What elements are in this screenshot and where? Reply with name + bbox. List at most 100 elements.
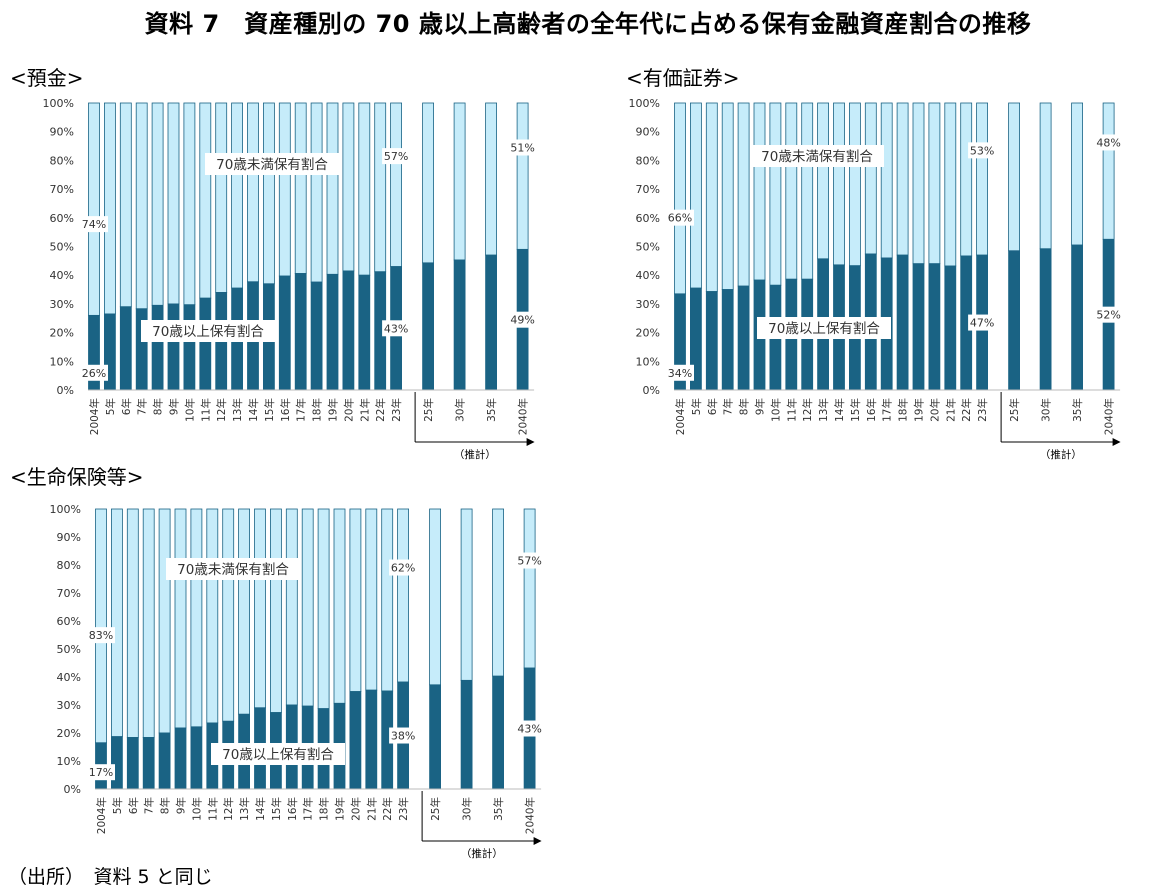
x-tick-label: 13年 [238,797,251,821]
series-label-under70-box [750,145,884,167]
data-label-box [80,216,108,233]
x-tick-label: 6年 [120,398,133,415]
data-label-box [508,311,537,328]
chart-title-life-insurance: <生命保険等> [10,465,144,489]
x-tick-label: 25年 [429,797,442,821]
data-label: 66% [668,212,692,225]
bar-under70 [254,508,266,709]
y-tick-label: 60% [57,615,81,628]
data-label-box [968,142,997,159]
data-label: 53% [970,144,994,157]
bar-under70 [111,508,123,738]
y-tick-label: 20% [57,727,81,740]
y-tick-label: 70% [636,183,660,196]
x-tick-label: 5年 [111,797,124,814]
x-tick-label: 9年 [754,398,767,415]
x-tick-label: 20年 [349,797,362,821]
series-label-under70-box [166,558,300,580]
x-tick-label: 7年 [143,797,156,814]
x-tick-label: 35年 [1071,398,1084,422]
x-tick-label: 10年 [769,398,782,422]
y-tick-label: 60% [636,212,660,225]
x-tick-label: 23年 [390,398,403,422]
x-tick-label: 19年 [334,797,347,821]
data-label-box [968,314,997,331]
x-tick-label: 10年 [183,398,196,422]
bar-senior [190,726,203,790]
bar-senior [460,679,473,790]
data-label: 49% [510,314,534,327]
series-label-under70: 70歳未満保有割合 [177,561,289,578]
bar-senior [158,732,171,790]
series-label-senior-box [141,320,275,342]
bar-senior [142,737,155,790]
y-tick-label: 100% [50,503,81,516]
x-tick-label: 12年 [801,398,814,422]
y-tick-label: 20% [636,327,660,340]
x-tick-label: 2040年 [1103,398,1116,435]
x-tick-label: 2004年 [674,398,687,435]
bar-senior [126,737,139,790]
y-tick-label: 30% [50,298,74,311]
data-label: 74% [82,218,106,231]
y-tick-label: 40% [636,269,660,282]
x-tick-label: 18年 [318,797,331,821]
x-tick-label: 7年 [136,398,149,415]
y-tick-label: 50% [50,241,74,254]
x-tick-label: 9年 [175,797,188,814]
y-tick-label: 0% [643,384,660,397]
data-label-box [666,364,694,381]
bar-under70 [126,508,139,738]
x-tick-label: 19年 [327,398,340,422]
bar-under70 [190,508,203,728]
x-tick-label: 12年 [222,797,235,821]
x-tick-label: 16年 [286,797,299,821]
projection-label: （推計） [1040,448,1082,461]
y-tick-label: 30% [57,699,81,712]
data-label: 43% [384,322,408,335]
x-tick-label: 2040年 [524,797,537,834]
y-tick-label: 40% [57,671,81,684]
x-tick-label: 25年 [422,398,435,422]
bar-under70 [285,508,298,706]
x-tick-label: 22年 [381,797,394,821]
x-tick-label: 23年 [397,797,410,821]
bar-under70 [222,508,235,722]
data-label-box [87,764,115,781]
x-tick-label: 16年 [865,398,878,422]
x-tick-label: 2004年 [88,398,101,435]
data-label: 38% [391,730,415,743]
x-tick-label: 15年 [270,797,283,821]
bar-senior [174,727,187,790]
data-label-box [382,148,411,165]
y-tick-label: 90% [57,531,81,544]
x-tick-label: 8年 [152,398,165,415]
y-tick-label: 90% [636,126,660,139]
bar-senior [429,684,442,790]
x-tick-label: 2004年 [95,797,108,834]
y-tick-label: 80% [57,559,81,572]
projection-arrow-head [526,438,535,446]
y-tick-label: 30% [636,298,660,311]
series-label-under70-box [205,153,339,175]
data-label-box [382,320,411,337]
x-tick-label: 19年 [913,398,926,422]
projection-label: （推計） [454,448,496,461]
x-tick-label: 12年 [215,398,228,422]
bar-under70 [206,508,219,724]
y-tick-label: 80% [636,154,660,167]
bar-under70 [365,508,378,691]
data-label: 57% [384,150,408,163]
x-tick-label: 8年 [738,398,751,415]
y-tick-label: 80% [50,154,74,167]
x-tick-label: 17年 [881,398,894,422]
data-label: 26% [82,367,106,380]
series-label-senior: 70歳以上保有割合 [222,746,334,763]
data-label: 62% [391,562,415,575]
y-tick-label: 60% [50,212,74,225]
data-label: 83% [89,629,113,642]
y-tick-label: 0% [57,384,74,397]
x-tick-label: 13年 [231,398,244,422]
